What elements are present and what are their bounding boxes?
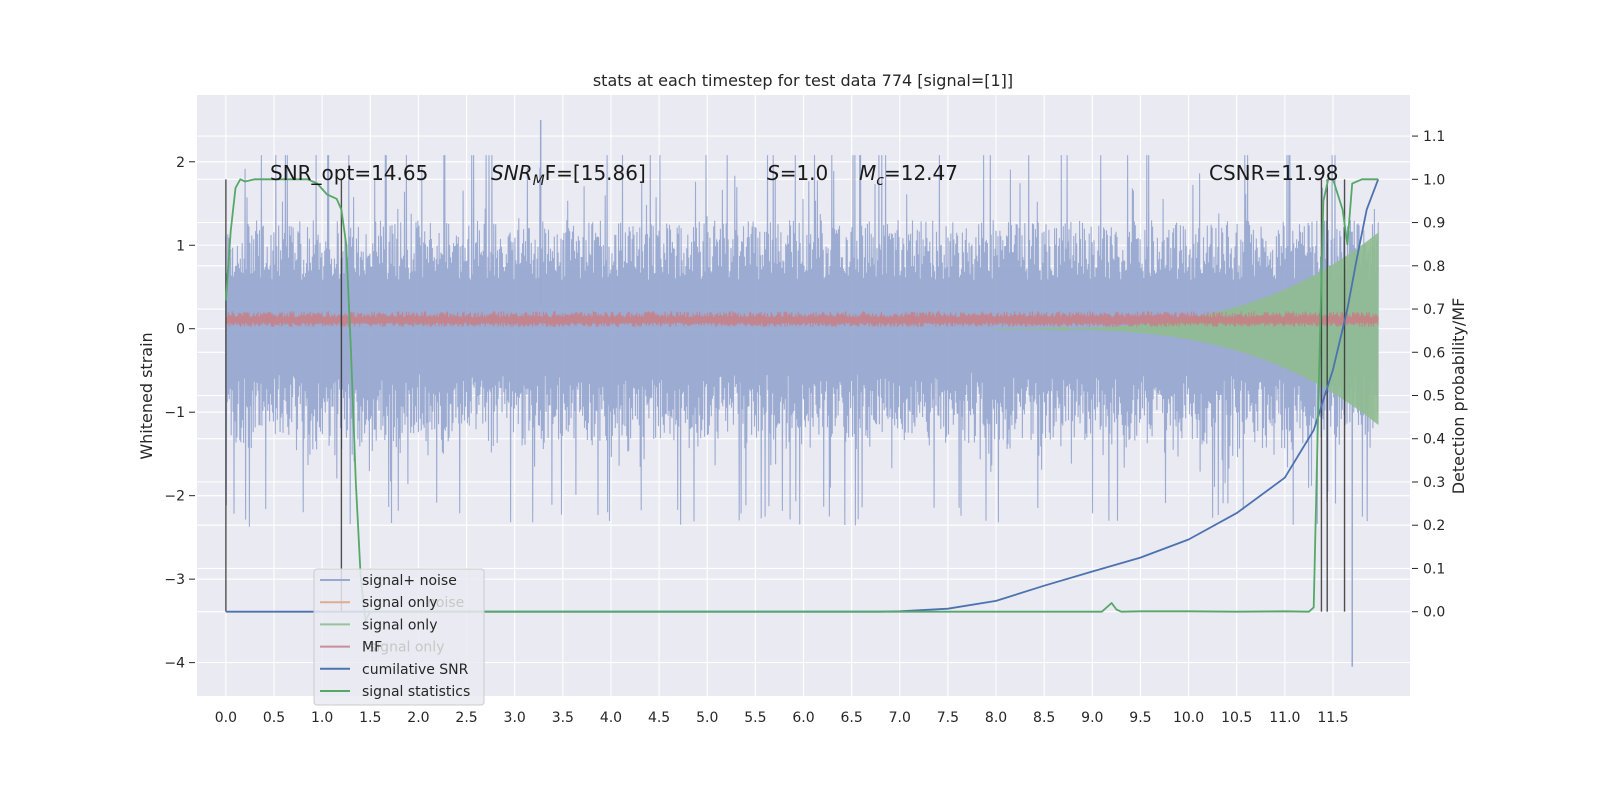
legend-ghost-label: signal only <box>369 640 444 656</box>
snr-mf-annotation: SNRMF=[15.86] <box>491 161 646 189</box>
s-annotation: S=1.0 <box>767 161 828 185</box>
y2-tick-label: 1.0 <box>1423 172 1445 188</box>
y-tick-label: 0 <box>176 322 185 338</box>
x-tick-label: 9.0 <box>1081 710 1103 726</box>
x-tick-label: 6.0 <box>792 710 814 726</box>
legend-label: signal statistics <box>362 684 470 700</box>
x-tick-label: 0.0 <box>215 710 237 726</box>
y2-tick-label: 0.7 <box>1423 302 1445 318</box>
snr-mf-subscript: M <box>533 173 545 189</box>
tick-layer: 0.0 0.5 1.0 1.5 2.0 2.5 3.0 3.5 4.0 4.5 5.0 5.5 6.0 6… <box>164 129 1445 726</box>
snr-mf-value: F=[15.86] <box>545 161 646 185</box>
x-tick-label: 1.0 <box>311 710 333 726</box>
snr-mf-base: SNR <box>491 161 533 185</box>
y2-tick-label: 0.6 <box>1423 345 1445 361</box>
y-tick-label: −2 <box>164 489 185 505</box>
mc-subscript: c <box>876 173 884 189</box>
mc-annotation: Mc=12.47 <box>859 161 958 189</box>
x-tick-label: 2.0 <box>407 710 429 726</box>
legend-label: MF <box>362 640 382 656</box>
x-tick-label: 7.0 <box>889 710 911 726</box>
x-tick-label: 8.0 <box>985 710 1007 726</box>
x-tick-label: 9.5 <box>1129 710 1151 726</box>
y-tick-label: 1 <box>176 238 185 254</box>
y-tick-label: −3 <box>164 572 185 588</box>
legend-label: cumilative SNR <box>362 662 469 678</box>
x-tick-label: 7.5 <box>937 710 959 726</box>
legend-ghost-label: noise <box>427 595 464 611</box>
series-signal-statistics <box>225 178 1379 622</box>
series-signal-noise <box>225 155 1379 527</box>
x-tick-label: 6.5 <box>841 710 863 726</box>
x-tick-label: 3.0 <box>504 710 526 726</box>
y2-tick-label: 0.3 <box>1423 475 1445 491</box>
y2-tick-label: 0.2 <box>1423 518 1445 534</box>
x-tick-label: 1.5 <box>359 710 381 726</box>
chart-title: stats at each timestep for test data 774… <box>593 71 1013 90</box>
x-tick-label: 3.5 <box>552 710 574 726</box>
legend-label: signal only <box>362 617 437 633</box>
y2-tick-label: 1.1 <box>1423 129 1445 145</box>
y-axis-label: Whitened strain <box>137 332 156 459</box>
y2-tick-label: 0.1 <box>1423 561 1445 577</box>
y2-tick-label: 0.8 <box>1423 259 1445 275</box>
y-tick-label: 2 <box>176 155 185 171</box>
x-tick-label: 4.5 <box>648 710 670 726</box>
y2-tick-label: 0.9 <box>1423 216 1445 232</box>
y2-axis-label: Detection probability/MF <box>1449 298 1468 495</box>
y2-tick-label: 0.0 <box>1423 605 1445 621</box>
legend-label: signal+ noise <box>362 573 457 589</box>
csnr-annotation: CSNR=11.98 <box>1209 161 1339 185</box>
data-layer <box>225 120 1379 667</box>
y-tick-label: −4 <box>164 656 185 672</box>
x-tick-label: 8.5 <box>1033 710 1055 726</box>
x-tick-label: 10.5 <box>1221 710 1252 726</box>
series-cumulative-snr <box>225 178 1380 613</box>
mc-base: M <box>859 161 876 185</box>
overlay-layer <box>225 178 1380 622</box>
x-tick-label: 5.5 <box>744 710 766 726</box>
x-tick-label: 4.0 <box>600 710 622 726</box>
x-tick-label: 5.0 <box>696 710 718 726</box>
series-mf <box>225 311 1379 328</box>
x-tick-label: 0.5 <box>263 710 285 726</box>
x-tick-label: 2.5 <box>455 710 477 726</box>
y2-tick-label: 0.5 <box>1423 389 1445 405</box>
legend-box <box>313 568 485 706</box>
snr-opt-annotation: SNR_opt=14.65 <box>270 161 428 185</box>
s-base: S <box>767 161 780 185</box>
y2-tick-label: 0.4 <box>1423 432 1445 448</box>
x-tick-label: 11.0 <box>1269 710 1300 726</box>
annotations: SNR_opt=14.65 SNRMF=[15.86] S=1.0 Mc=12.… <box>270 161 1339 189</box>
s-value: =1.0 <box>780 161 829 185</box>
mc-value: =12.47 <box>884 161 958 185</box>
x-tick-label: 10.0 <box>1173 710 1204 726</box>
x-tick-label: 11.5 <box>1317 710 1348 726</box>
legend-label: signal only <box>362 595 437 611</box>
y-tick-label: −1 <box>164 405 185 421</box>
